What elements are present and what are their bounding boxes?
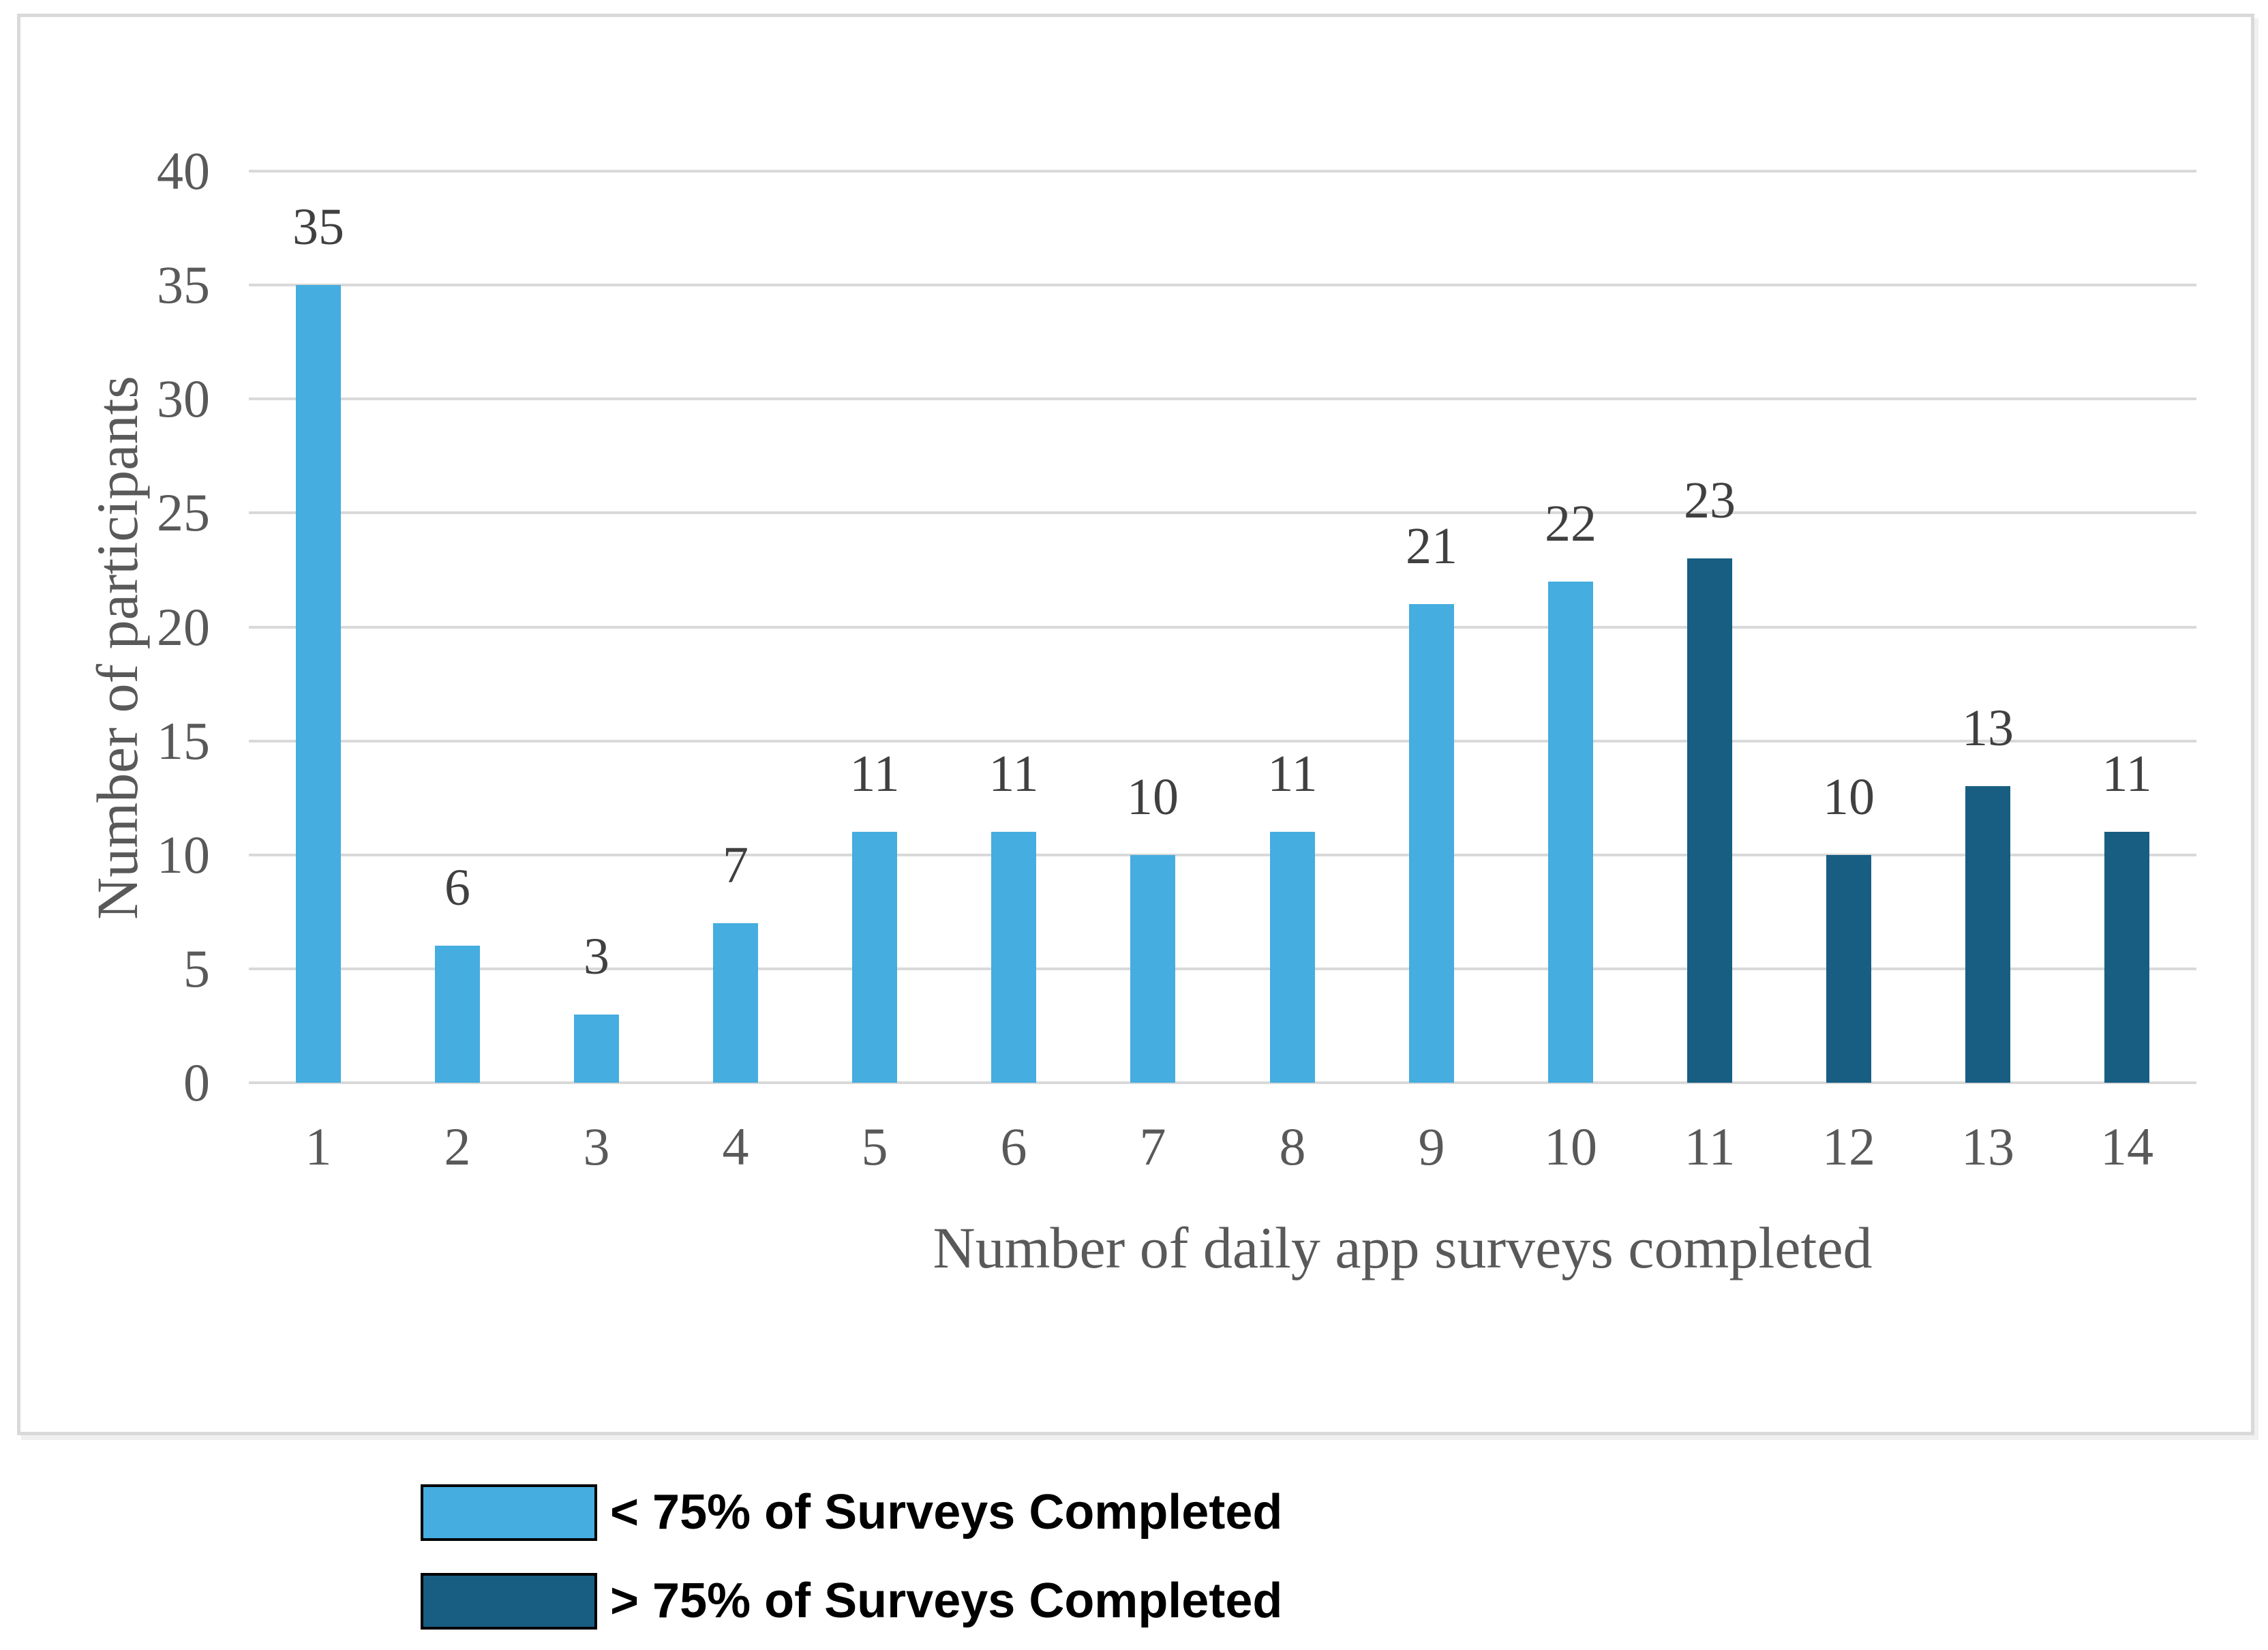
legend-swatch-lt75 (421, 1484, 597, 1541)
y-axis-title: Number of participants (85, 376, 150, 920)
x-axis-title: Number of daily app surveys completed (933, 1215, 1873, 1280)
legend-item-gt75: > 75% of Surveys Completed (421, 1573, 1282, 1630)
legend-item-lt75: < 75% of Surveys Completed (421, 1484, 1282, 1541)
legend-swatch-gt75 (421, 1573, 597, 1630)
chart-panel (17, 14, 2254, 1435)
legend-label-lt75: < 75% of Surveys Completed (610, 1485, 1283, 1540)
legend-label-gt75: > 75% of Surveys Completed (610, 1574, 1283, 1628)
